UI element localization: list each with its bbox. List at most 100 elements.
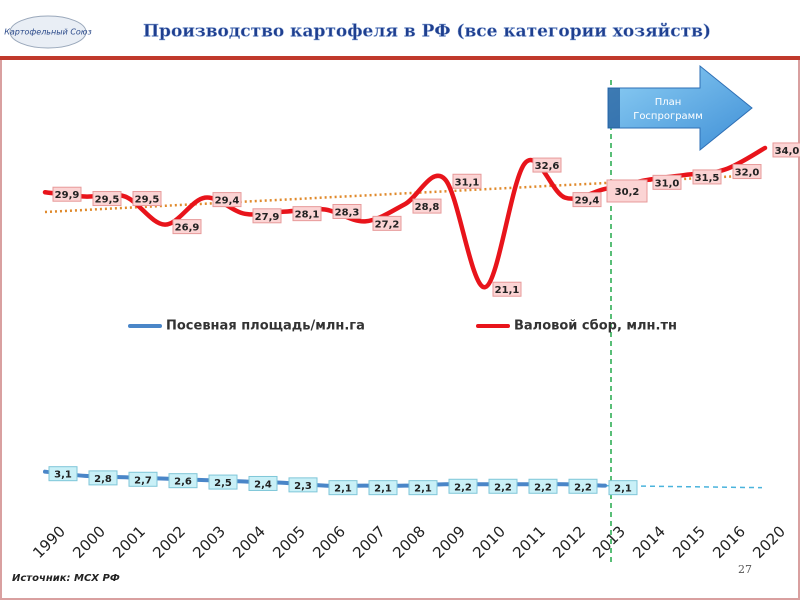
- value-label-box: [448, 478, 478, 494]
- value-label-box: [48, 466, 78, 482]
- value-label-box: [652, 174, 682, 190]
- value-label: 2,1: [614, 484, 632, 495]
- value-label: 21,1: [495, 285, 520, 296]
- value-label: 2,5: [214, 478, 232, 489]
- value-label: 32,6: [535, 161, 560, 172]
- value-label-box: [332, 203, 362, 219]
- x-tick-label: 2010: [469, 522, 509, 562]
- value-label-box: [128, 471, 158, 487]
- legend-label: Валовой сбор, млн.тн: [514, 319, 677, 334]
- value-label-box: [292, 206, 322, 222]
- x-tick-label: 2000: [69, 522, 109, 562]
- value-label-box: [132, 191, 162, 207]
- value-label: 28,8: [415, 202, 440, 213]
- value-label-box: [252, 208, 282, 224]
- x-tick-label: 2004: [229, 522, 269, 562]
- series-line: [42, 145, 768, 290]
- value-label-box: [52, 186, 82, 202]
- value-label: 2,2: [494, 482, 512, 493]
- value-label-box: [772, 142, 800, 158]
- value-label-box: [88, 470, 118, 486]
- x-tick-label: 2007: [349, 522, 389, 562]
- value-label: 2,2: [454, 482, 472, 493]
- projection-line: [604, 484, 763, 489]
- value-label: 34,0: [775, 146, 800, 157]
- value-label: 26,9: [175, 223, 200, 234]
- x-tick-label: 2013: [589, 522, 629, 562]
- value-label: 28,3: [335, 207, 360, 218]
- value-label-box: [606, 179, 648, 203]
- legend-label: Посевная площадь/млн.га: [166, 319, 365, 334]
- value-label-box: [208, 474, 238, 490]
- x-tick-label: 2016: [709, 522, 749, 562]
- value-label: 27,9: [255, 212, 280, 223]
- logo-badge: [9, 15, 87, 49]
- value-label: 32,0: [735, 168, 760, 179]
- x-tick-label: 1990: [29, 522, 69, 562]
- arrow-tail: [608, 88, 620, 128]
- page-number: 27: [738, 563, 752, 576]
- x-tick-label: 2006: [309, 522, 349, 562]
- value-label-box: [452, 173, 482, 189]
- value-label: 2,4: [254, 479, 272, 490]
- value-label-box: [608, 480, 638, 496]
- x-tick-label: 2015: [669, 522, 709, 562]
- value-label: 29,5: [95, 195, 120, 206]
- value-label: 2,6: [174, 477, 192, 488]
- value-label: 29,5: [135, 195, 160, 206]
- x-tick-label: 2020: [749, 522, 789, 562]
- slide-title: Производство картофеля в РФ (все категор…: [143, 22, 711, 42]
- value-label-box: [168, 473, 198, 489]
- value-label-box: [488, 478, 518, 494]
- value-label: 2,1: [334, 484, 352, 495]
- plan-arrow: [607, 64, 753, 152]
- value-label: 2,2: [574, 482, 592, 493]
- value-label: 30,2: [615, 187, 640, 198]
- value-label-box: [412, 198, 442, 214]
- value-label-box: [248, 475, 278, 491]
- value-label-box: [528, 478, 558, 494]
- value-label-box: [692, 169, 722, 185]
- x-tick-label: 2002: [149, 522, 189, 562]
- arrow-label: Госпрограмм: [633, 111, 703, 122]
- value-label: 29,4: [575, 196, 600, 207]
- value-label: 2,8: [94, 474, 112, 485]
- value-label-box: [288, 477, 318, 493]
- value-label-box: [532, 157, 562, 173]
- arrow-label: План: [655, 97, 682, 108]
- logo-text: Картофельный Союз: [4, 28, 92, 37]
- value-label: 27,2: [375, 219, 400, 230]
- value-label-box: [492, 281, 522, 297]
- value-label-box: [568, 478, 598, 494]
- value-label-box: [92, 191, 122, 207]
- header-rule: [0, 56, 800, 60]
- x-tick-label: 2001: [109, 522, 149, 562]
- source-note: Источник: МСХ РФ: [12, 573, 120, 584]
- value-label: 2,3: [294, 481, 312, 492]
- x-tick-label: 2005: [269, 522, 309, 562]
- value-label-box: [172, 219, 202, 235]
- value-label-box: [572, 192, 602, 208]
- value-label: 29,4: [215, 196, 240, 207]
- header-bar: [0, 0, 800, 58]
- value-label: 28,1: [295, 210, 320, 221]
- value-label: 2,1: [374, 484, 392, 495]
- value-label: 3,1: [54, 470, 72, 481]
- x-tick-label: 2009: [429, 522, 469, 562]
- value-label-box: [372, 215, 402, 231]
- value-label: 29,9: [55, 190, 80, 201]
- x-tick-label: 2008: [389, 522, 429, 562]
- value-label: 31,5: [695, 173, 720, 184]
- value-label-box: [408, 480, 438, 496]
- value-label: 2,1: [414, 484, 432, 495]
- value-label-box: [328, 480, 358, 496]
- value-label: 2,7: [134, 475, 152, 486]
- value-label-box: [368, 480, 398, 496]
- value-label-box: [732, 164, 762, 180]
- value-label-box: [212, 192, 242, 208]
- x-tick-label: 2014: [629, 522, 669, 562]
- x-tick-label: 2003: [189, 522, 229, 562]
- value-label: 2,2: [534, 482, 552, 493]
